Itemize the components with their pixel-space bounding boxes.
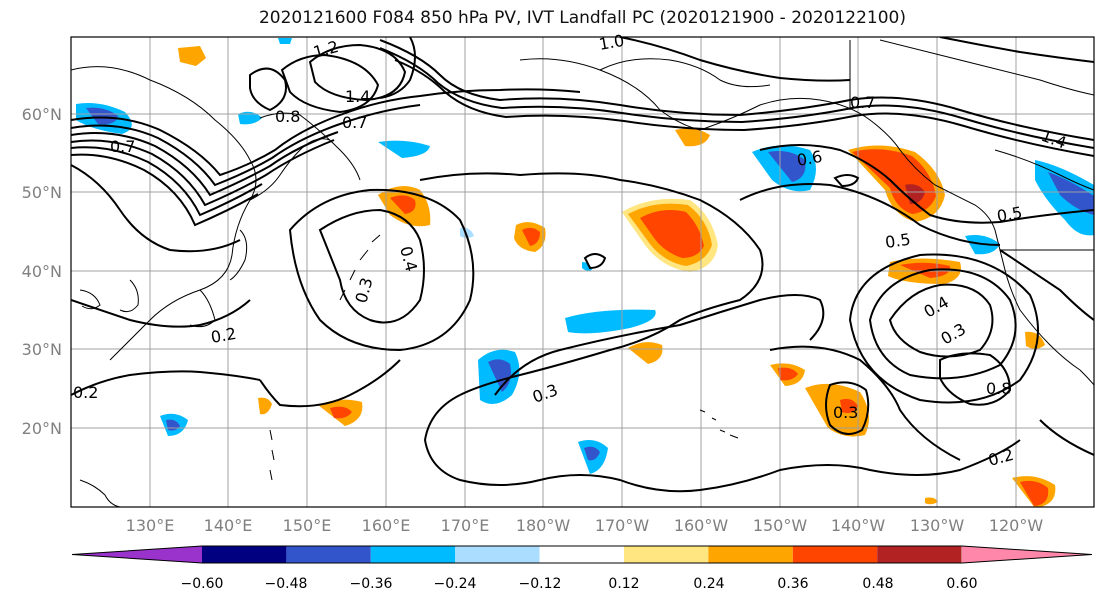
negative-anomaly-patches <box>76 38 1094 474</box>
coastlines <box>71 39 1094 507</box>
colorbar-segment <box>962 546 1092 563</box>
colorbar-segment <box>624 546 709 563</box>
lat-label-20n: 20°N <box>22 419 62 438</box>
colorbar-tick-label: −0.24 <box>434 576 477 592</box>
contour-label: 0.8 <box>275 107 300 126</box>
anomaly-patch <box>925 497 938 505</box>
anomaly-patch <box>238 111 262 125</box>
anomaly-patch <box>460 227 474 238</box>
colorbar-segment <box>539 546 624 563</box>
contour-label: 0.5 <box>884 230 912 252</box>
lon-label: 130°E <box>126 516 175 535</box>
lon-label: 160°E <box>362 516 411 535</box>
anomaly-patch <box>805 383 869 437</box>
contour-label: 0.5 <box>995 203 1023 226</box>
contour-label: 0.6 <box>795 147 823 170</box>
colorbar: −0.60 −0.48 −0.36 −0.24 −0.12 0.12 0.24 … <box>71 545 1093 592</box>
positive-anomaly-patches <box>178 46 1056 507</box>
anomaly-patch <box>378 140 430 158</box>
contour-label: 1.4 <box>345 87 370 106</box>
lon-label: 140°E <box>204 516 253 535</box>
contour-label: 0.8 <box>986 379 1011 398</box>
anomaly-patch <box>565 309 656 334</box>
contour-label: 0.2 <box>73 383 98 402</box>
map-frame <box>70 36 1095 508</box>
colorbar-segment <box>72 546 202 563</box>
contour-label: 0.7 <box>850 93 875 112</box>
colorbar-tick-label: 0.24 <box>693 576 724 592</box>
pv-contours <box>71 37 1094 493</box>
anomaly-patch <box>1025 331 1045 349</box>
colorbar-tick-label: 0.48 <box>862 576 893 592</box>
lon-label: 140°W <box>831 516 886 535</box>
anomaly-patch <box>178 46 206 66</box>
colorbar-tick-label: −0.36 <box>350 576 393 592</box>
lat-label-50n: 50°N <box>22 183 62 202</box>
lon-label: 130°W <box>910 516 965 535</box>
colorbar-tick-label: 0.12 <box>608 576 639 592</box>
colorbar-tick-label: −0.60 <box>181 576 224 592</box>
colorbar-tick-label: −0.12 <box>519 576 562 592</box>
contour-label: 0.2 <box>209 324 237 347</box>
colorbar-outline <box>71 545 1093 564</box>
lon-label: 180°W <box>516 516 571 535</box>
colorbar-segment <box>708 546 793 563</box>
contour-label: 1.0 <box>597 31 625 54</box>
colorbar-tick-label: −0.48 <box>265 576 308 592</box>
colorbar-segment <box>792 546 878 563</box>
anomaly-patch <box>628 342 663 364</box>
map-title: 2020121600 F084 850 hPa PV, IVT Landfall… <box>258 8 906 28</box>
colorbar-tick-label: 0.60 <box>946 576 977 592</box>
lon-label: 170°E <box>441 516 490 535</box>
lon-label: 150°W <box>753 516 808 535</box>
anomaly-patch <box>258 397 272 415</box>
colorbar-segment <box>877 546 962 563</box>
colorbar-segment <box>202 546 287 563</box>
lat-label-60n: 60°N <box>22 105 62 124</box>
contour-label: 0.3 <box>833 403 858 422</box>
lon-label: 120°W <box>989 516 1044 535</box>
colorbar-segments <box>71 545 1093 564</box>
colorbar-segment <box>455 546 540 563</box>
lat-label-30n: 30°N <box>22 340 62 359</box>
lon-label: 170°W <box>595 516 650 535</box>
colorbar-segment <box>370 546 456 563</box>
lat-label-40n: 40°N <box>22 262 62 281</box>
lon-label: 160°W <box>674 516 729 535</box>
colorbar-segment <box>286 546 371 563</box>
anomaly-patch <box>278 38 292 44</box>
colorbar-tick-label: 0.36 <box>777 576 808 592</box>
lon-label: 150°E <box>283 516 332 535</box>
contour-label: 0.7 <box>342 113 367 132</box>
contour-label: 0.7 <box>110 137 135 156</box>
